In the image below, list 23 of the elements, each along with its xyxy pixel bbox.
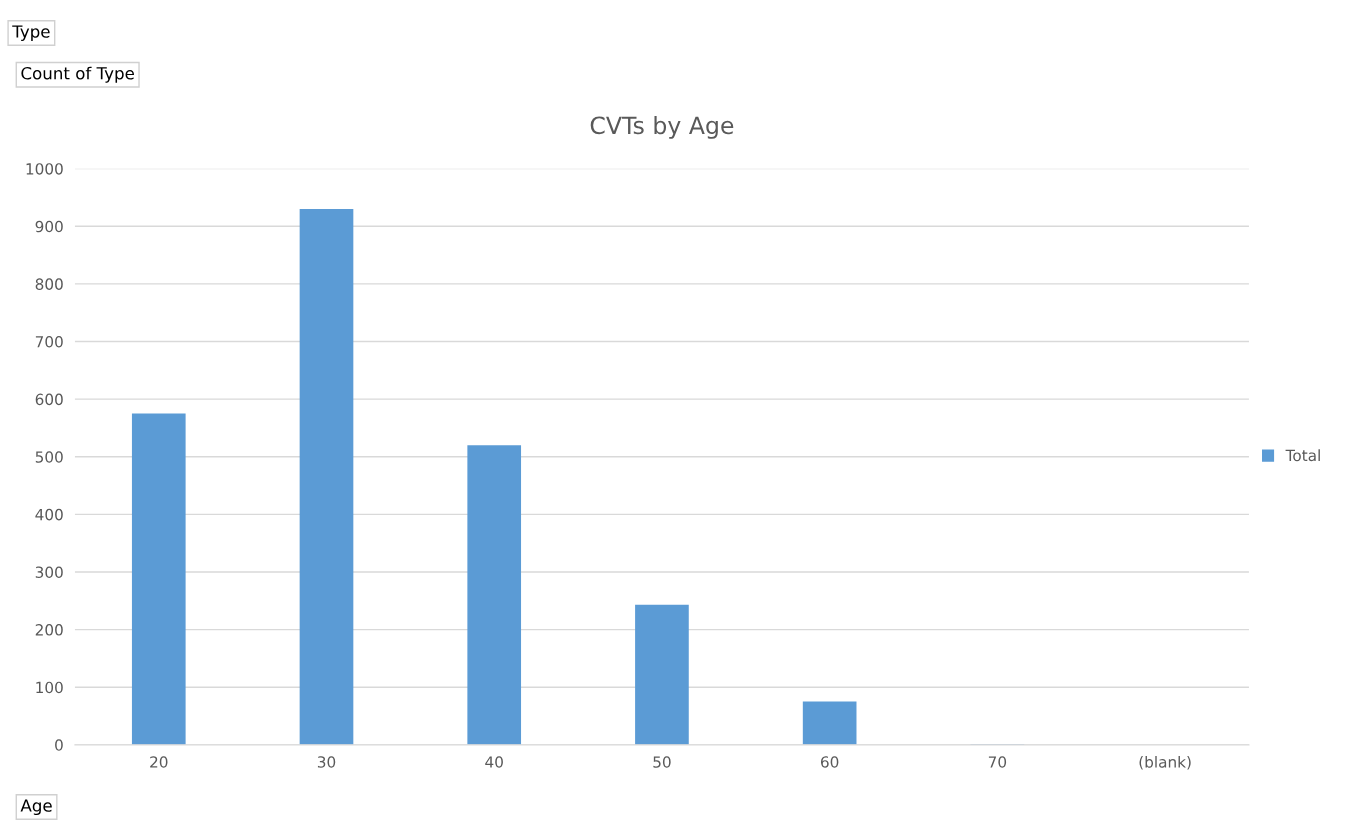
legend-label: Total — [1285, 449, 1320, 462]
y-tick-label: 900 — [35, 220, 63, 233]
chart-title: CVTs by Age — [590, 116, 734, 139]
y-tick-label: 100 — [36, 681, 63, 694]
y-tick-label: 0 — [55, 739, 63, 751]
text: Count of Type — [21, 66, 134, 83]
text: Type — [12, 25, 50, 42]
x-tick-label: (blank) — [1139, 755, 1191, 770]
y-tick-label: 400 — [35, 508, 63, 521]
x-tick-label: 40 — [485, 756, 503, 768]
x-tick-label: 60 — [821, 756, 839, 768]
x-tick-label: 20 — [150, 756, 168, 768]
y-tick-label: 300 — [35, 566, 63, 578]
y-tick-label: 800 — [35, 278, 63, 290]
y-tick-label: 200 — [35, 624, 63, 636]
x-tick-label: 70 — [988, 756, 1007, 768]
y-tick-label: 500 — [35, 451, 63, 463]
x-tick-label: 30 — [317, 756, 336, 768]
y-tick-label: 1000 — [26, 163, 63, 175]
y-tick-label: 700 — [35, 335, 63, 348]
x-tick-label: 50 — [653, 756, 671, 768]
y-tick-label: 600 — [35, 393, 63, 406]
text: Age — [20, 799, 52, 816]
